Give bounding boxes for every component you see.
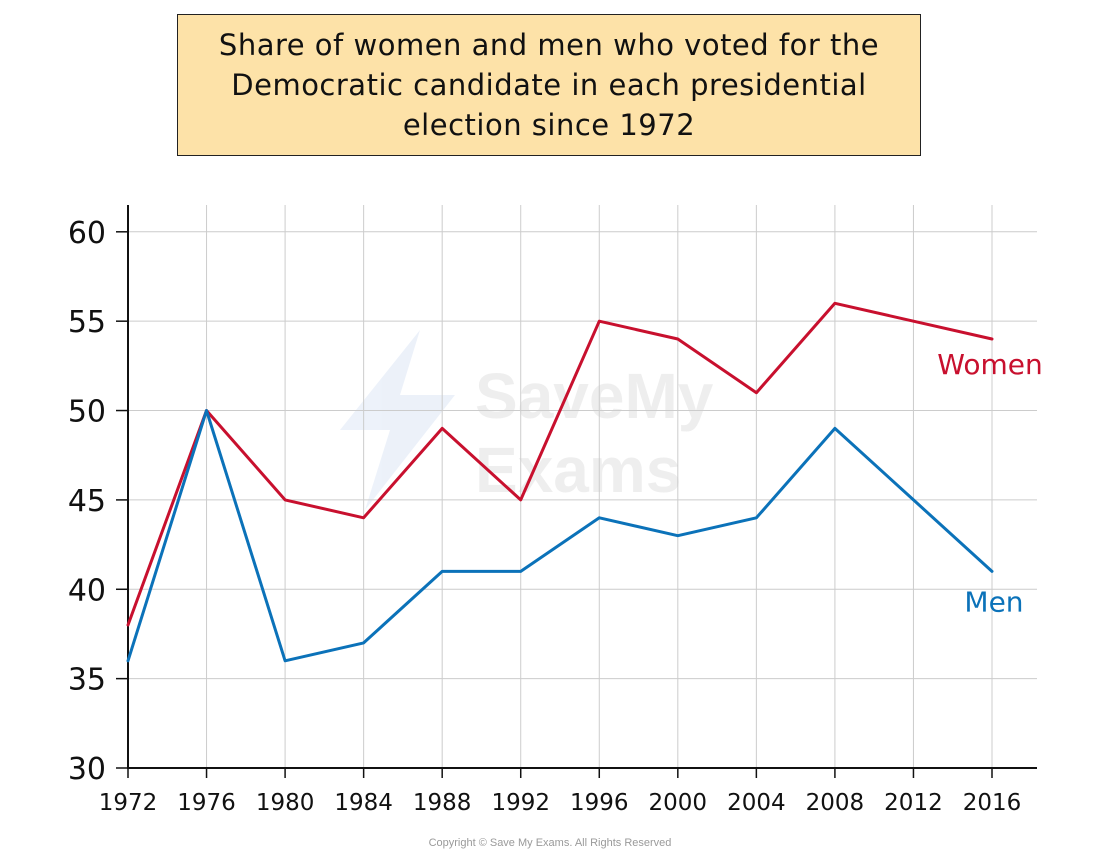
y-tick-label: 45 xyxy=(68,484,106,519)
axes: 30 35 40 45 50 55 60 1972 1976 1980 1984 1988 1992 19… xyxy=(68,205,1037,816)
watermark-text-line-2: Exams xyxy=(475,434,681,506)
y-tick-label: 40 xyxy=(68,573,106,608)
watermark: SaveMy Exams xyxy=(340,330,714,510)
x-tick-label: 1976 xyxy=(177,790,236,816)
series-labels: Women Men xyxy=(937,348,1042,618)
x-tick-label: 1996 xyxy=(570,790,629,816)
x-tick-label: 1980 xyxy=(256,790,315,816)
series-label-men: Men xyxy=(964,585,1023,618)
x-tick-label: 2008 xyxy=(806,790,865,816)
series-line-men xyxy=(126,409,994,663)
y-tick-label: 35 xyxy=(68,663,106,698)
x-tick-label: 1972 xyxy=(99,790,158,816)
series-label-women: Women xyxy=(937,348,1042,381)
watermark-text-line-1: SaveMy xyxy=(475,360,714,432)
series xyxy=(126,301,994,663)
y-tick-label: 60 xyxy=(68,216,106,251)
x-tick-label: 2000 xyxy=(649,790,708,816)
x-tick-label: 2016 xyxy=(963,790,1022,816)
chart-title: Share of women and men who voted for the… xyxy=(218,28,880,142)
watermark-logo-icon xyxy=(340,330,455,510)
chart-title-box: Share of women and men who voted for the… xyxy=(177,14,921,156)
y-tick-label: 30 xyxy=(68,752,106,787)
copyright-text: Copyright © Save My Exams. All Rights Re… xyxy=(428,837,672,849)
y-tick-label: 50 xyxy=(68,395,106,430)
x-tick-label: 1988 xyxy=(413,790,472,816)
x-tick-label: 1984 xyxy=(334,790,393,816)
x-tick-label: 2012 xyxy=(884,790,943,816)
series-line-women xyxy=(126,301,994,627)
y-tick-label: 55 xyxy=(68,305,106,340)
x-tick-label: 2004 xyxy=(727,790,786,816)
x-tick-label: 1992 xyxy=(491,790,550,816)
